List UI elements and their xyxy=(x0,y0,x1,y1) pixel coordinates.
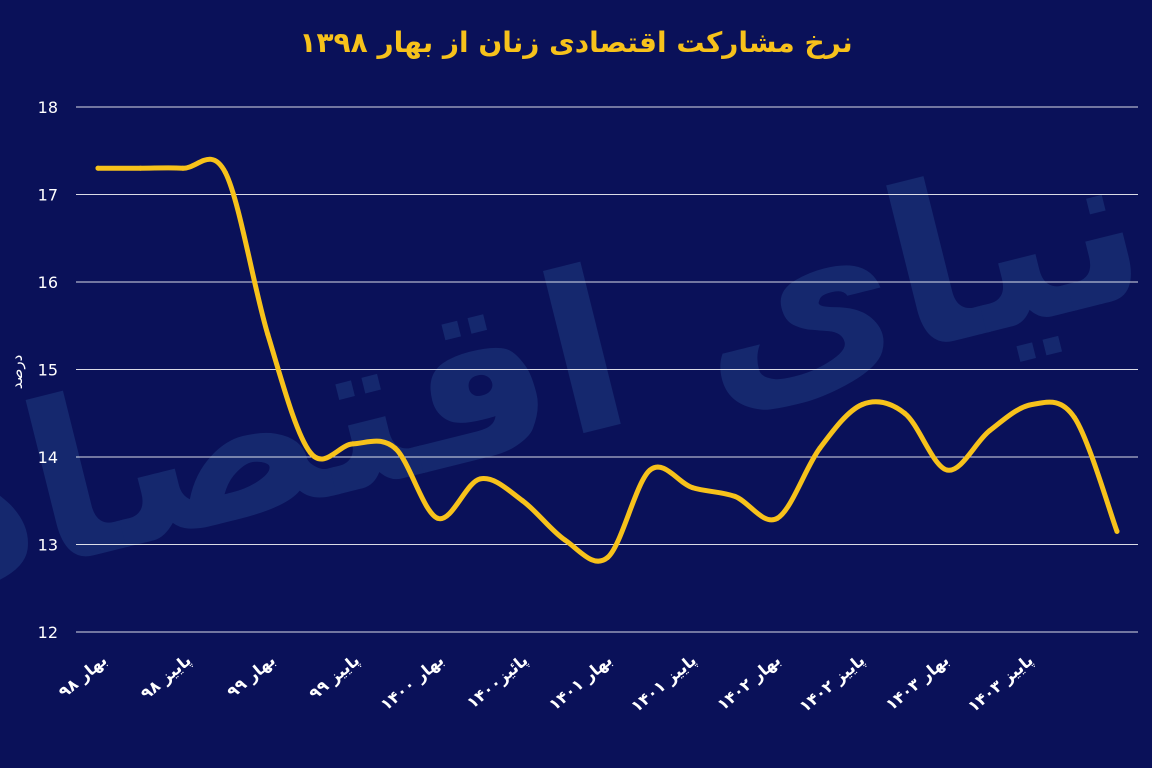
data-point xyxy=(859,402,865,407)
x-tick-label: پاییز ۹۸ xyxy=(137,651,196,705)
data-point xyxy=(902,410,908,416)
y-axis-label: درصد xyxy=(8,355,26,390)
data-point xyxy=(392,445,398,451)
x-tick-label: بهار ۱۴۰۲ xyxy=(713,651,784,715)
data-point xyxy=(1114,528,1120,534)
x-tick-label: بهار ۹۸ xyxy=(55,651,111,702)
data-point xyxy=(265,332,271,337)
y-tick-label: 14 xyxy=(38,448,58,467)
data-point xyxy=(944,467,950,473)
data-point xyxy=(350,441,356,447)
data-point xyxy=(520,498,526,504)
data-point xyxy=(307,450,313,456)
data-point xyxy=(732,493,738,499)
data-point xyxy=(817,445,823,451)
data-point xyxy=(222,170,228,176)
chart-title: نرخ مشارکت اقتصادی زنان از بهار ۱۳۹۸ xyxy=(299,26,852,59)
y-tick-label: 13 xyxy=(38,536,58,555)
data-point xyxy=(435,515,441,521)
watermark-text: دنیای اقتصاد xyxy=(0,65,1152,644)
data-point xyxy=(1072,415,1077,421)
data-point xyxy=(774,515,780,521)
data-point xyxy=(477,476,483,482)
y-tick-label: 18 xyxy=(38,98,58,117)
x-tick-label: بهار ۱۴۰۳ xyxy=(882,651,953,715)
data-point xyxy=(987,428,993,434)
x-tick-label: پاییز ۱۴۰۳ xyxy=(964,651,1037,717)
data-point xyxy=(138,165,143,171)
x-tick-label: بهار ۱۴۰۰ xyxy=(377,651,448,715)
y-axis-ticks: 12 13 14 15 16 17 18 xyxy=(38,98,58,642)
x-tick-label: پاییز ۱۴۰۱ xyxy=(627,651,700,717)
x-tick-label: بهار ۱۴۰۱ xyxy=(545,651,616,715)
data-point xyxy=(180,165,186,171)
data-point xyxy=(689,485,695,491)
y-tick-label: 15 xyxy=(38,361,58,380)
y-tick-label: 17 xyxy=(38,186,58,205)
x-tick-label: پاییز ۱۴۰۲ xyxy=(796,651,869,717)
data-point xyxy=(647,467,653,473)
data-point xyxy=(1029,402,1035,407)
series-layer xyxy=(95,156,1120,564)
y-tick-label: 16 xyxy=(38,273,58,292)
x-tick-label: بهار ۹۹ xyxy=(223,651,279,702)
y-tick-label: 12 xyxy=(38,623,58,642)
data-point xyxy=(605,555,610,561)
x-tick-label: پائیز۱۴۰۰ xyxy=(463,651,532,714)
x-tick-label: پاییز ۹۹ xyxy=(305,651,364,705)
data-point xyxy=(562,537,568,543)
data-point xyxy=(95,165,101,171)
